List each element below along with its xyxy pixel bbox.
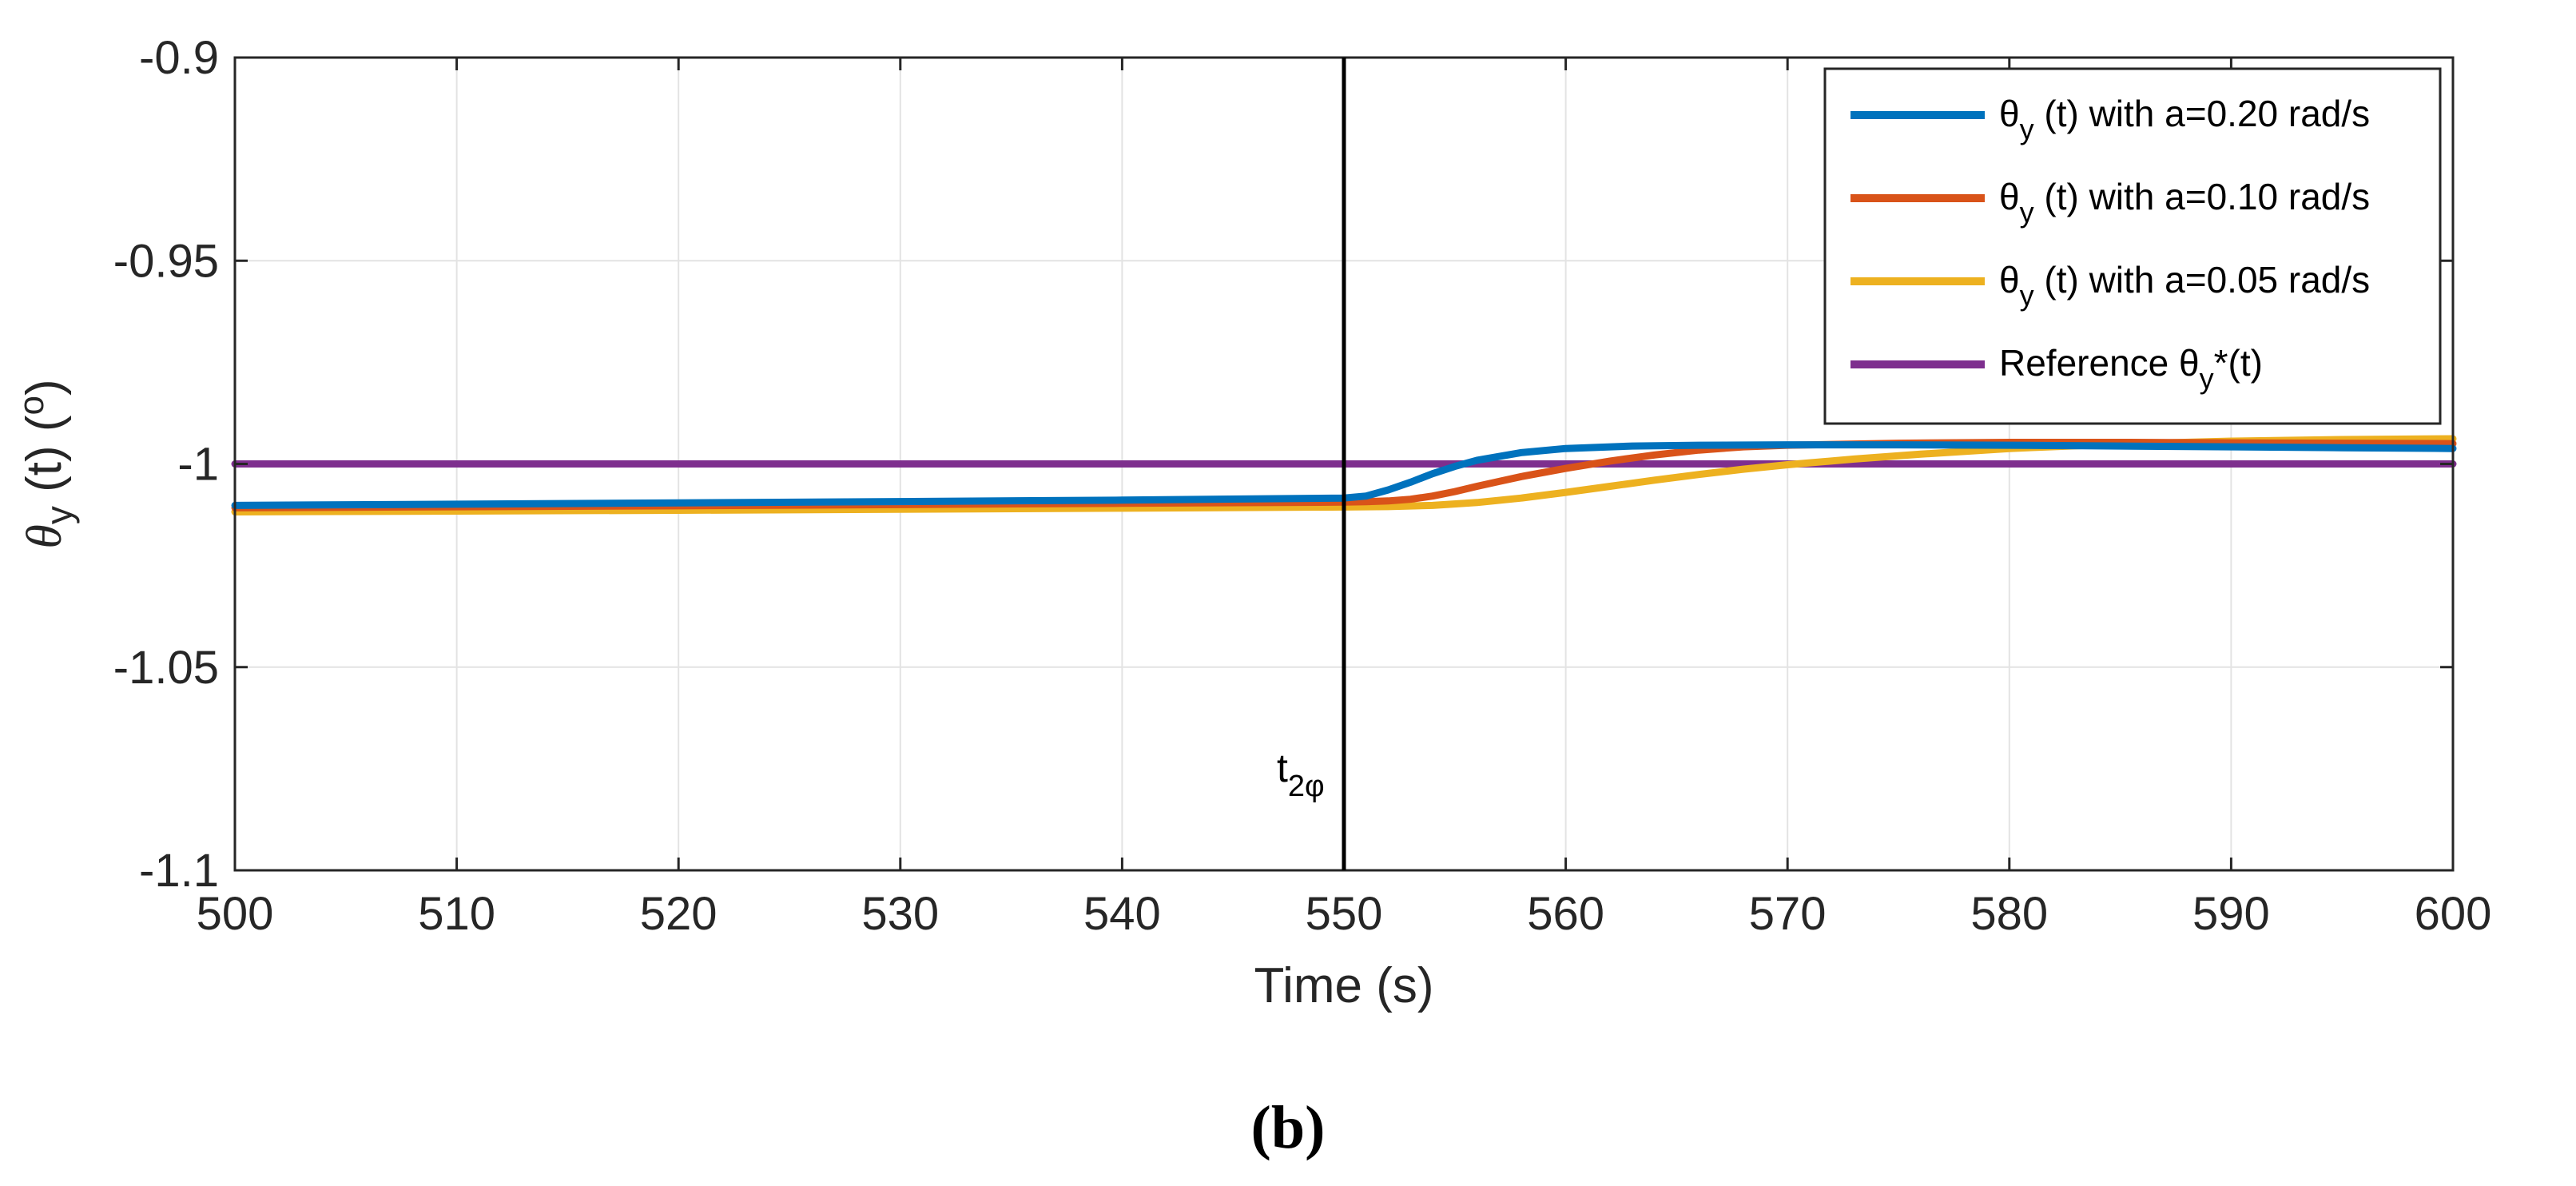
y-axis-title-text: (t) ( [17, 415, 72, 506]
vertical-marker-group: t2φ [1277, 58, 1346, 870]
legend: θy (t) with a=0.20 rad/sθy (t) with a=0.… [1823, 67, 2442, 425]
legend-label-post: (t) with a=0.05 rad/s [2034, 259, 2371, 300]
legend-label: θy (t) with a=0.20 rad/s [1999, 93, 2370, 145]
y-tick-label: -1.05 [113, 642, 219, 694]
x-tick-label: 520 [640, 888, 718, 940]
legend-label-pre: θ [1999, 93, 2020, 134]
x-tick-label: 570 [1749, 888, 1827, 940]
x-tick-label: 550 [1306, 888, 1383, 940]
y-tick-label: -1.1 [139, 845, 219, 897]
legend-label-pre: θ [1999, 176, 2020, 217]
legend-label: θy (t) with a=0.05 rad/s [1999, 259, 2370, 312]
y-tick-label: -0.95 [113, 235, 219, 287]
legend-label: θy (t) with a=0.10 rad/s [1999, 176, 2370, 229]
subfigure-label: (b) [1251, 1094, 1326, 1161]
axis-ticks: 500 510 520 530 540 550 560 570 580 590 600 -1.1 -1.… [113, 32, 2492, 940]
y-axis-title: θy (t) (o) [12, 379, 80, 548]
y-tick-label: -1 [177, 439, 219, 491]
legend-label-sub: y [2200, 362, 2214, 395]
y-axis-title-symbol: θ [18, 524, 72, 548]
y-axis-title-subscript: y [38, 506, 80, 524]
x-tick-label: 600 [2415, 888, 2492, 940]
x-tick-label: 540 [1083, 888, 1161, 940]
x-tick-label: 580 [1970, 888, 2048, 940]
legend-label-post: *(t) [2214, 342, 2263, 384]
vertical-marker-label-main: t [1277, 746, 1288, 790]
x-tick-label: 510 [418, 888, 495, 940]
x-tick-label: 500 [197, 888, 274, 940]
x-tick-label: 560 [1527, 888, 1604, 940]
y-axis-title-unit: o [12, 396, 51, 415]
y-axis-title-close: ) [17, 379, 72, 396]
legend-label: Reference θy*(t) [1999, 342, 2263, 395]
series-line [231, 441, 2457, 509]
x-tick-label: 530 [861, 888, 939, 940]
legend-label-post: (t) with a=0.10 rad/s [2034, 176, 2371, 217]
legend-label-sub: y [2020, 113, 2034, 145]
legend-label-sub: y [2020, 196, 2034, 229]
legend-label-pre: θ [1999, 259, 2020, 300]
y-tick-label: -0.9 [139, 32, 219, 84]
vertical-marker-label: t2φ [1277, 746, 1325, 803]
legend-label-sub: y [2020, 279, 2034, 312]
legend-label-post: (t) with a=0.20 rad/s [2034, 93, 2371, 134]
legend-label-pre: Reference θ [1999, 342, 2200, 384]
vertical-marker-label-sub: 2φ [1288, 770, 1325, 803]
x-tick-label: 590 [2192, 888, 2270, 940]
x-axis-title: Time (s) [1254, 958, 1434, 1013]
